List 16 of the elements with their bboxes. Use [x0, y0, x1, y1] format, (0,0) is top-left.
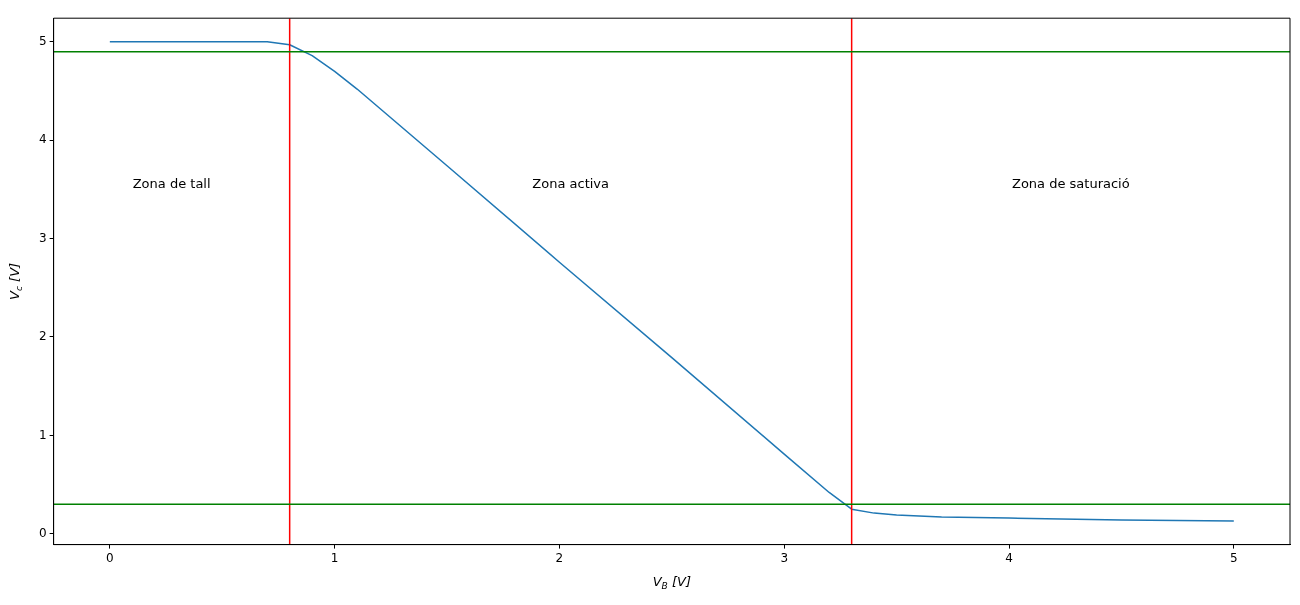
y-tick-label: 4: [38, 132, 47, 147]
y-tick-label: 3: [38, 230, 47, 245]
x-tick-label: 2: [555, 550, 564, 565]
x-tick-label: 5: [1229, 550, 1238, 565]
y-tick-label: 5: [38, 33, 47, 48]
annotation: Zona de tall: [132, 176, 211, 192]
x-tick-label: 0: [106, 550, 114, 565]
y-tick-label: 1: [38, 427, 47, 442]
x-tick-label: 4: [1005, 550, 1013, 565]
y-axis-title: Vc [V]: [7, 262, 24, 300]
y-tick-label: 0: [38, 525, 47, 540]
annotation: Zona de saturació: [1011, 176, 1130, 192]
annotation: Zona activa: [532, 176, 609, 192]
x-tick-label: 3: [780, 550, 789, 565]
x-tick-label: 1: [330, 550, 339, 565]
y-tick-label: 2: [38, 329, 47, 344]
